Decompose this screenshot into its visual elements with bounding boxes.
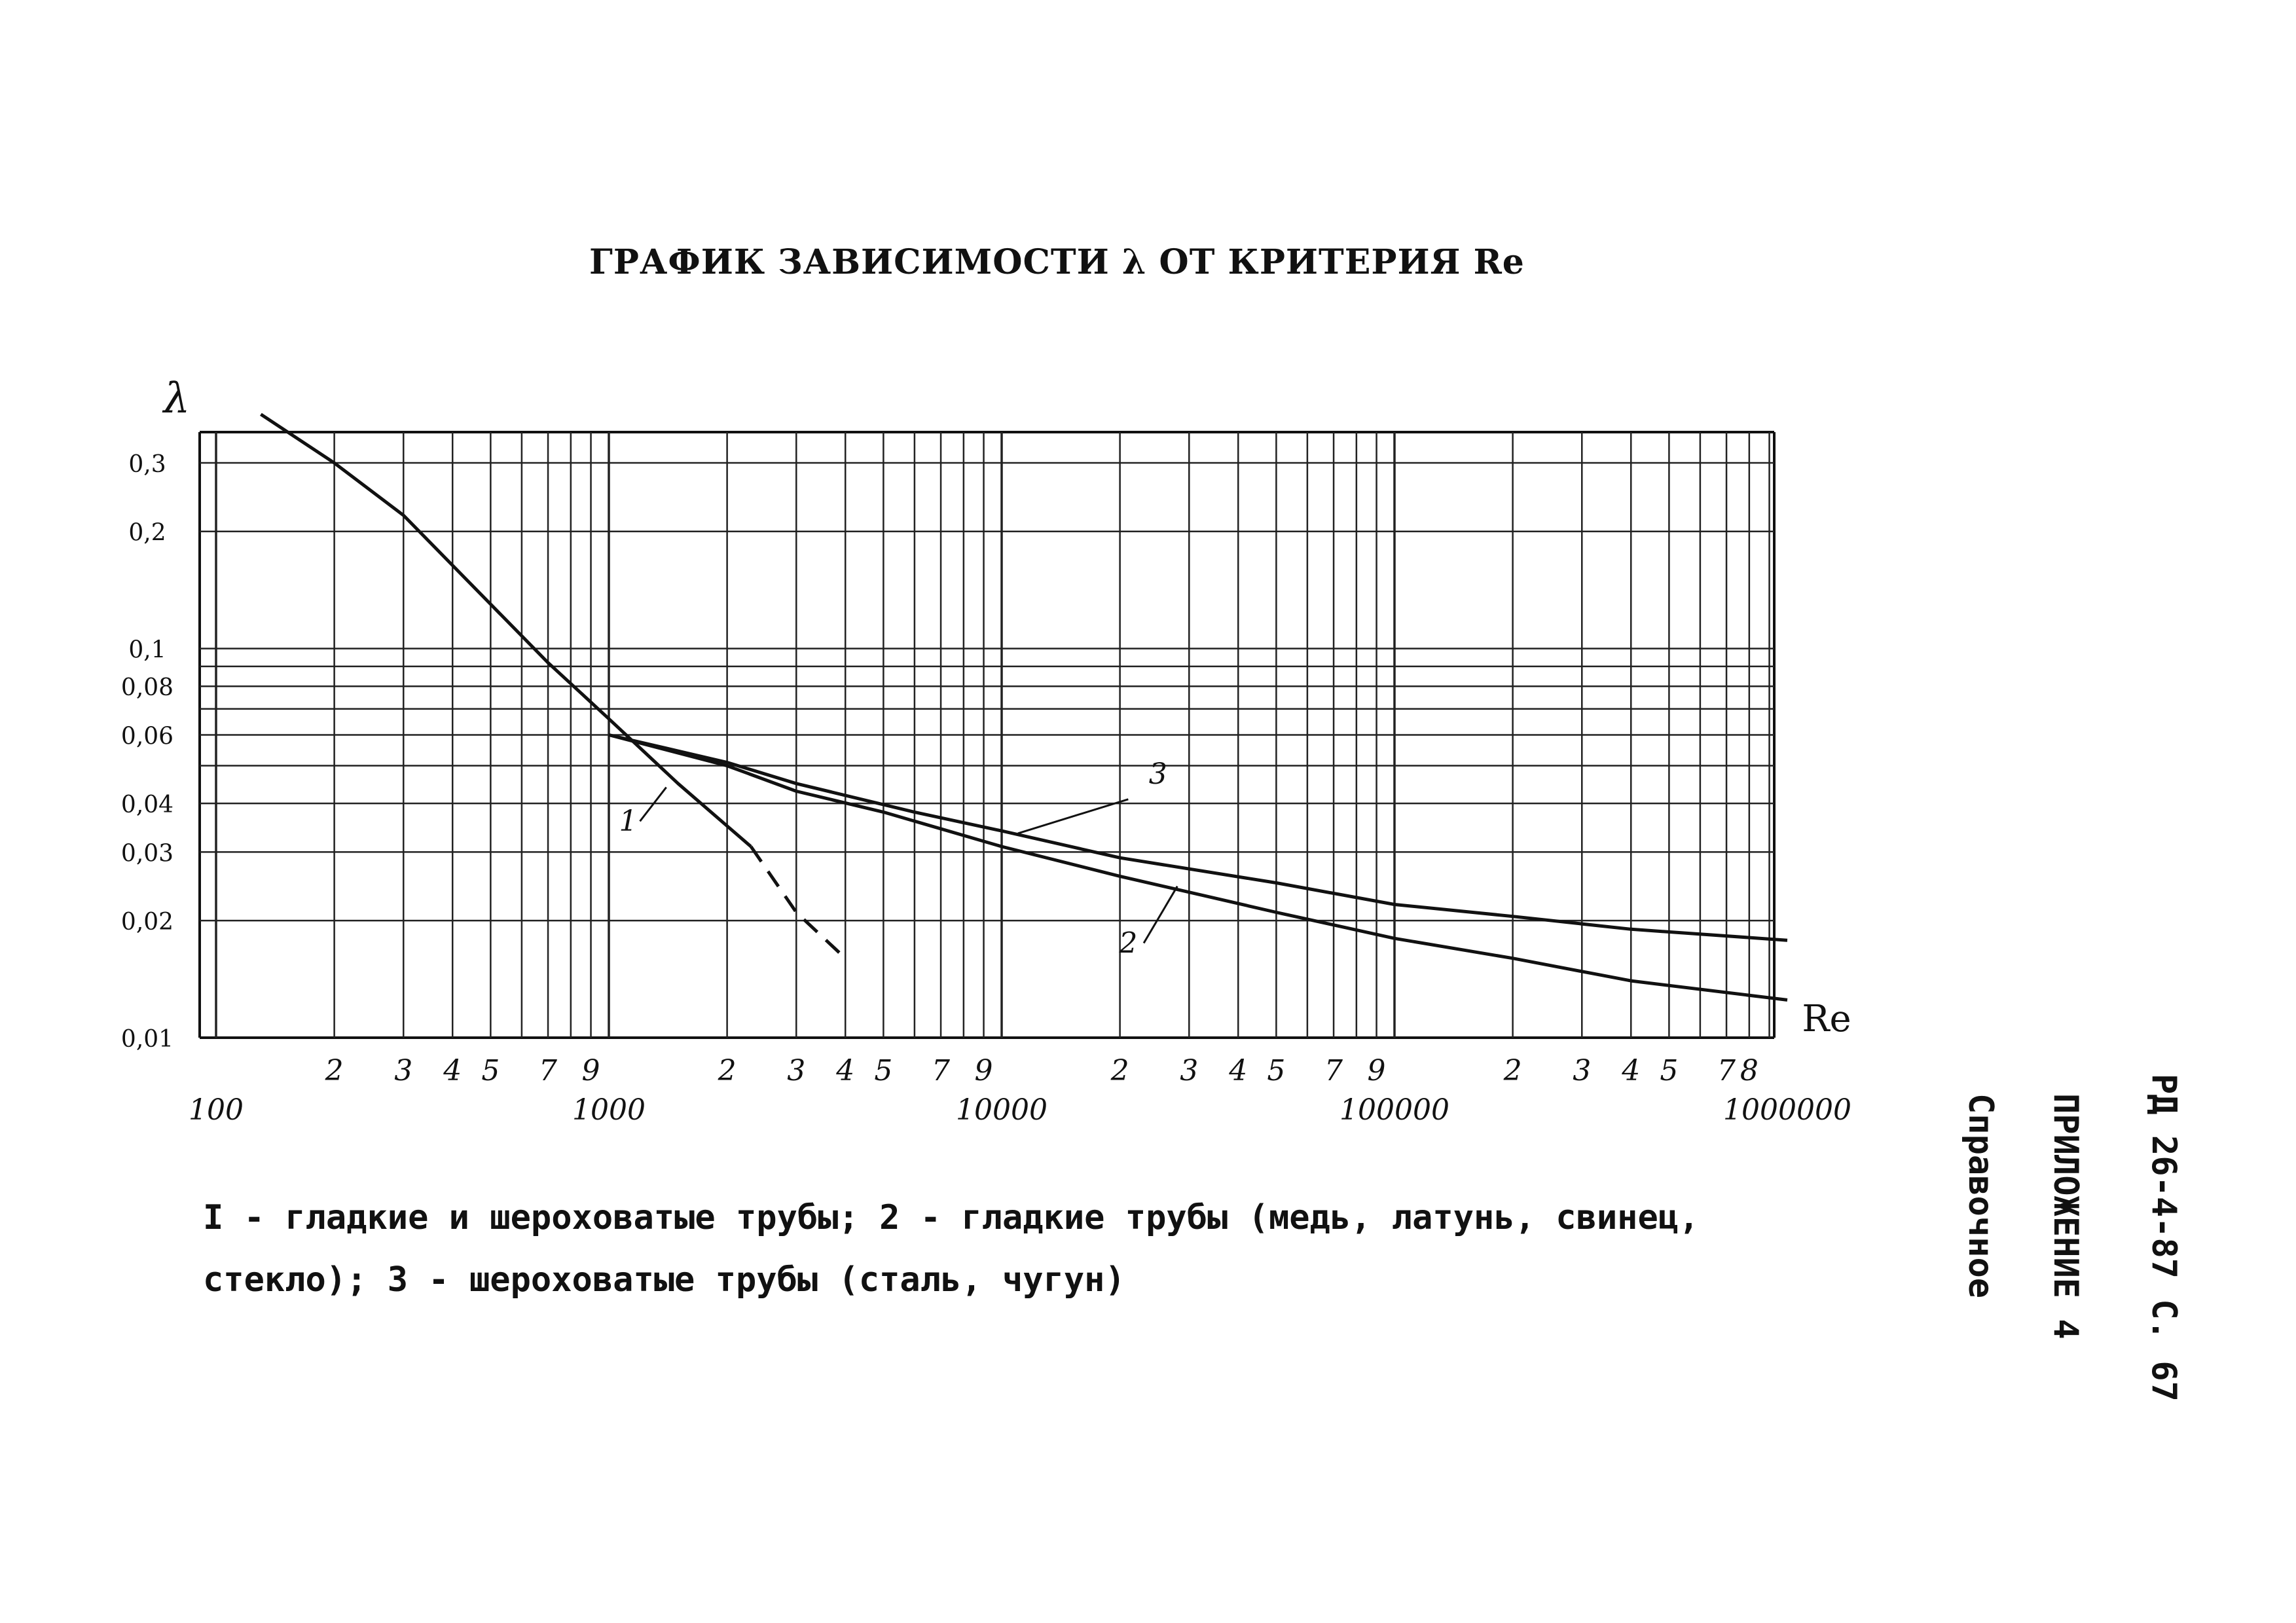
reference-label: Справочное [1961, 1093, 2000, 1299]
curve-label-2: 2 [1118, 927, 1137, 960]
y-tick-label: 0,3 [128, 451, 166, 478]
y-tick-label: 0,2 [128, 520, 166, 547]
caption-line-1: I - гладкие и шероховатые трубы; 2 - гла… [203, 1198, 1700, 1237]
x-tick-label-minor: 5 [1267, 1054, 1285, 1087]
x-tick-label-minor: 7 [539, 1054, 557, 1087]
x-tick-label-minor: 8 [1740, 1054, 1758, 1087]
x-tick-label-minor: 5 [1660, 1054, 1678, 1087]
page-title: ГРАФИК ЗАВИСИМОСТИ λ ОТ КРИТЕРИЯ Re [589, 242, 1525, 282]
x-tick-label-minor: 2 [1110, 1054, 1129, 1087]
x-tick-label-minor: 2 [325, 1054, 344, 1087]
y-tick-label: 0,01 [121, 1026, 173, 1053]
x-tick-label-minor: 2 [1503, 1054, 1522, 1087]
y-tick-label: 0,1 [128, 637, 166, 664]
y-tick-label: 0,08 [121, 674, 173, 701]
caption-line-2: стекло); 3 - шероховатые трубы (сталь, ч… [203, 1260, 1125, 1300]
y-tick-label: 0,06 [121, 723, 173, 750]
x-tick-label-minor: 3 [1180, 1054, 1198, 1087]
x-tick-label-minor: 7 [1717, 1054, 1736, 1087]
curve-label-3: 3 [1149, 757, 1167, 791]
curve-label-1: 1 [619, 805, 638, 838]
x-tick-label-minor: 5 [874, 1054, 892, 1087]
y-axis-label: λ [162, 374, 191, 423]
x-tick-label-minor: 4 [1228, 1054, 1247, 1087]
x-tick-label-minor: 3 [394, 1054, 412, 1087]
curve-leader-1 [639, 786, 667, 822]
y-tick-label: 0,04 [121, 792, 173, 818]
x-tick-label-minor: 9 [1368, 1054, 1386, 1087]
curve-leader-2 [1142, 885, 1178, 944]
x-tick-label-minor: 4 [835, 1054, 854, 1087]
document-reference: РД 26-4-87 С. 67 [2144, 1074, 2183, 1402]
curve-leader-3 [1017, 798, 1129, 835]
appendix-label: ПРИЛОЖЕНИЕ 4 [2046, 1093, 2085, 1340]
x-tick-label-decade: 100000 [1339, 1093, 1449, 1127]
x-tick-label-minor: 7 [932, 1054, 950, 1087]
series-line-1 [260, 412, 752, 848]
x-tick-label-minor: 9 [975, 1054, 993, 1087]
series-line-3 [608, 733, 1788, 942]
series-line-2 [608, 733, 1788, 1002]
x-tick-label-decade: 1000 [572, 1093, 646, 1127]
x-tick-label-minor: 7 [1324, 1054, 1343, 1087]
x-axis-label: Re [1802, 998, 1851, 1040]
series-line-1 [749, 845, 847, 960]
x-tick-label-decade: 100 [189, 1093, 244, 1127]
y-tick-label: 0,03 [121, 840, 173, 867]
x-tick-label-decade: 10000 [956, 1093, 1048, 1127]
x-tick-label-minor: 2 [718, 1054, 737, 1087]
x-tick-label-minor: 3 [787, 1054, 805, 1087]
x-tick-label-minor: 3 [1573, 1054, 1591, 1087]
y-tick-label: 0,02 [121, 909, 173, 936]
x-tick-label-minor: 5 [481, 1054, 500, 1087]
x-tick-label-minor: 4 [443, 1054, 462, 1087]
x-tick-label-minor: 4 [1621, 1054, 1640, 1087]
x-tick-label-minor: 9 [582, 1054, 600, 1087]
x-tick-label-decade: 1000000 [1723, 1093, 1851, 1127]
